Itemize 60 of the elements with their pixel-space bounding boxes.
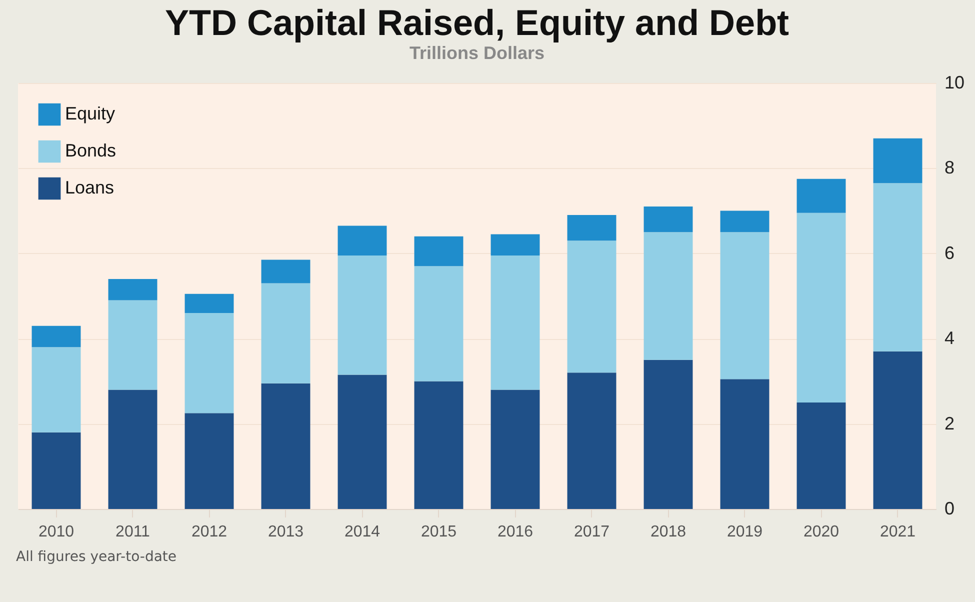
y-tick-label: 10 — [944, 72, 965, 92]
bar — [567, 372, 616, 509]
x-tick-label: 2020 — [803, 524, 840, 540]
bar — [32, 347, 81, 432]
bar — [108, 278, 158, 300]
bar — [32, 326, 81, 348]
bar — [873, 138, 922, 184]
x-tick-label: 2021 — [880, 524, 916, 540]
bar — [490, 256, 540, 390]
bar — [567, 240, 616, 373]
text: All figures year-to-date — [16, 549, 178, 565]
x-tick-label: 2016 — [497, 524, 534, 540]
legend-label: Equity — [65, 104, 116, 124]
y-tick-label: 2 — [944, 413, 955, 434]
chart-title: YTD Capital Raised, Equity and Debt — [164, 2, 790, 43]
bar — [720, 379, 770, 509]
x-tick-label: 2019 — [726, 524, 763, 540]
bar — [644, 206, 693, 232]
y-tick-label: 0 — [944, 498, 955, 518]
legend-label: Bonds — [65, 140, 116, 160]
x-tick-label: 2017 — [574, 524, 610, 540]
x-tick-label: 2014 — [344, 524, 380, 540]
bar — [796, 212, 846, 402]
x-tick-label: 2012 — [191, 524, 228, 540]
bar — [720, 232, 770, 380]
y-tick-label: 8 — [944, 158, 955, 178]
bar — [720, 210, 770, 232]
bar — [490, 234, 540, 256]
x-tick-label: 2015 — [420, 524, 457, 540]
bar — [108, 390, 158, 509]
legend-label: Loans — [65, 178, 114, 198]
bar — [338, 374, 387, 509]
x-tick-label: 2018 — [650, 524, 686, 540]
y-tick-label: 4 — [944, 328, 955, 348]
bar — [32, 432, 81, 509]
x-tick-label: 2010 — [38, 524, 74, 540]
x-tick-label: 2013 — [268, 524, 304, 540]
bar — [338, 256, 387, 375]
bar — [490, 390, 540, 509]
bar — [108, 300, 158, 390]
bar — [414, 381, 464, 509]
bar — [414, 266, 464, 382]
bar — [261, 260, 310, 284]
bar — [184, 313, 234, 414]
bar — [184, 413, 234, 509]
chart-subtitle: Trillions Dollars — [409, 43, 545, 63]
bar — [644, 360, 693, 509]
x-tick-label: 2011 — [116, 524, 150, 540]
bar — [261, 383, 310, 509]
y-tick-label: 6 — [944, 242, 955, 263]
bar — [873, 183, 922, 352]
bar — [796, 178, 846, 213]
bar — [796, 402, 846, 509]
bar — [338, 226, 387, 256]
bar — [184, 294, 234, 314]
bar — [873, 351, 922, 509]
bar — [414, 236, 464, 266]
bar — [644, 232, 693, 360]
bar — [261, 283, 310, 384]
bar — [567, 215, 616, 241]
